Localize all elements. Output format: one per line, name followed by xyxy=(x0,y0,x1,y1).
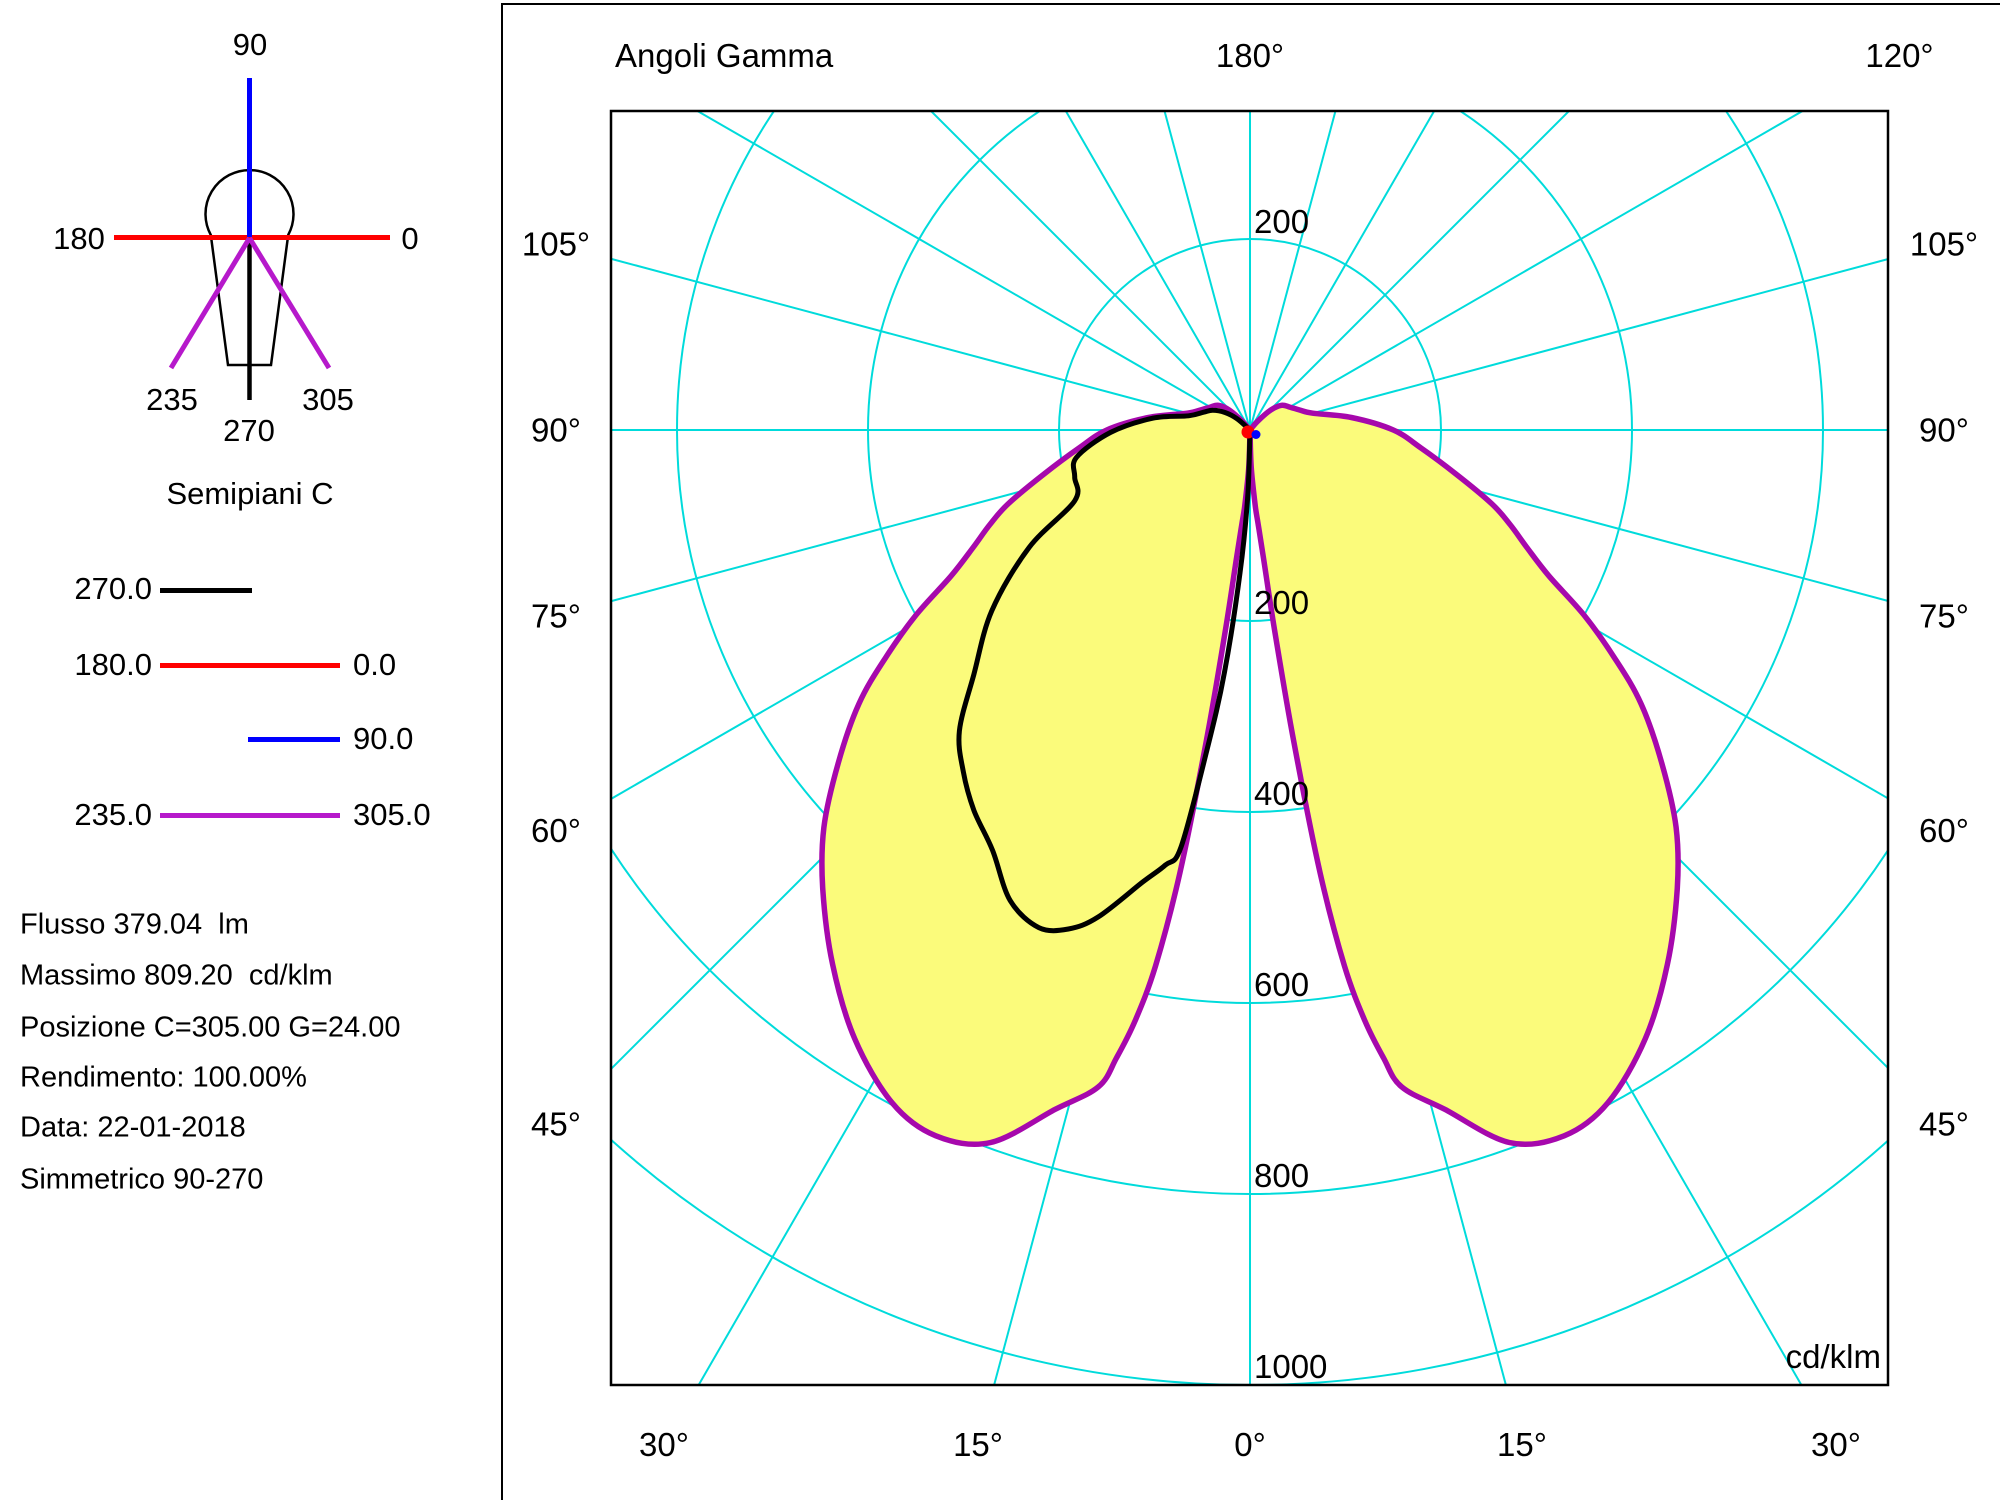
gamma-label-right-60: 60° xyxy=(1919,812,1969,849)
curve-c235-305-left-lobe xyxy=(819,402,1253,1148)
plot-frame xyxy=(609,109,1890,1387)
grid-ray-135 xyxy=(1249,111,1571,431)
radial-label-1000: 1000 xyxy=(1254,1348,1327,1385)
unit-label: cd/klm xyxy=(1786,1338,1881,1375)
axis-line-235 xyxy=(168,236,252,370)
gamma-label-top-120: 120° xyxy=(1865,37,1933,74)
grid-ray-120 xyxy=(1249,111,1805,431)
chart-window-border xyxy=(501,3,2000,1500)
info-flusso: Flusso 379.04 lm xyxy=(20,908,249,941)
sidebar: 90 180 0 235 305 270 Semipiani C 270.0 1… xyxy=(0,0,500,1500)
legend-line-180-0 xyxy=(160,663,340,668)
gamma-label-right-105: 105° xyxy=(1910,226,1978,263)
gamma-label-right-90: 90° xyxy=(1919,412,1969,449)
curve-c90-dot xyxy=(1251,430,1261,439)
icon-label-0: 0 xyxy=(401,221,419,256)
grid-ray-195 xyxy=(1163,111,1251,431)
semipiani-icon xyxy=(114,78,390,400)
icon-label-90: 90 xyxy=(232,27,268,62)
grid-ray-75 xyxy=(1249,429,1888,602)
legend-line-90 xyxy=(248,737,340,742)
icon-label-270: 270 xyxy=(223,413,275,448)
radial-label-400: 400 xyxy=(1254,775,1309,812)
legend-label-270: 270.0 xyxy=(74,571,152,606)
gamma-label-left-60: 60° xyxy=(531,812,581,849)
photometric-curves xyxy=(819,402,1681,1148)
info-data: Data: 22-01-2018 xyxy=(20,1111,246,1144)
chart-labels: 200 200 400 600 800 1000 105° 105° 90° 90° 75° 75° 6… xyxy=(522,37,1978,1463)
grid-ray-285 xyxy=(611,429,1251,603)
legend-line-270 xyxy=(160,588,252,593)
grid-ray-240 xyxy=(695,111,1251,431)
axis-line-305 xyxy=(247,236,332,370)
grid-ray-150 xyxy=(1249,111,1436,431)
gamma-label-bottom-2: 0° xyxy=(1234,1426,1266,1463)
gamma-label-left-45: 45° xyxy=(531,1106,581,1143)
semipiani-title: Semipiani C xyxy=(166,476,334,511)
legend-line-235-305 xyxy=(160,813,340,818)
legend-label-0: 0.0 xyxy=(353,647,397,682)
grid-ring-800 xyxy=(611,846,1888,1195)
gamma-label-bottom-4: 30° xyxy=(1811,1426,1861,1463)
grid-ray-105 xyxy=(1249,258,1888,431)
grid-ray-255 xyxy=(611,257,1251,431)
lamp-bulb-outline xyxy=(204,168,295,367)
gamma-label-right-45: 45° xyxy=(1919,1106,1969,1143)
radial-label-200: 200 xyxy=(1254,584,1309,621)
radial-label-600: 600 xyxy=(1254,966,1309,1003)
grid-ray-165 xyxy=(1249,111,1337,431)
curve-c180-0-dot xyxy=(1241,425,1255,439)
gamma-label-bottom-0: 30° xyxy=(639,1426,689,1463)
curve-c235-305-right-lobe xyxy=(1247,402,1681,1148)
grid-ray-225 xyxy=(929,111,1251,431)
icon-label-305: 305 xyxy=(302,382,354,417)
gamma-label-left-90: 90° xyxy=(531,412,581,449)
radial-label-up-200: 200 xyxy=(1254,203,1309,240)
legend-label-90: 90.0 xyxy=(353,721,414,756)
curve-c270 xyxy=(956,407,1253,934)
gamma-label-right-75: 75° xyxy=(1919,597,1969,634)
gamma-label-left-75: 75° xyxy=(531,597,581,634)
legend-label-305: 305.0 xyxy=(353,797,431,832)
icon-label-235: 235 xyxy=(146,382,198,417)
gamma-label-bottom-3: 15° xyxy=(1497,1426,1547,1463)
gamma-label-bottom-1: 15° xyxy=(953,1426,1003,1463)
info-rendimento: Rendimento: 100.00% xyxy=(20,1061,307,1094)
info-massimo: Massimo 809.20 cd/klm xyxy=(20,959,333,992)
info-simmetria: Simmetrico 90-270 xyxy=(20,1163,264,1196)
gamma-label-top-180: 180° xyxy=(1216,37,1284,74)
grid-ray-210 xyxy=(1064,111,1251,431)
radial-label-800: 800 xyxy=(1254,1157,1309,1194)
chart-title: Angoli Gamma xyxy=(615,37,834,74)
legend-label-235: 235.0 xyxy=(74,797,152,832)
info-posizione: Posizione C=305.00 G=24.00 xyxy=(20,1011,401,1044)
icon-label-180: 180 xyxy=(53,221,105,256)
legend-label-180: 180.0 xyxy=(74,647,152,682)
gamma-label-left-105: 105° xyxy=(522,226,590,263)
